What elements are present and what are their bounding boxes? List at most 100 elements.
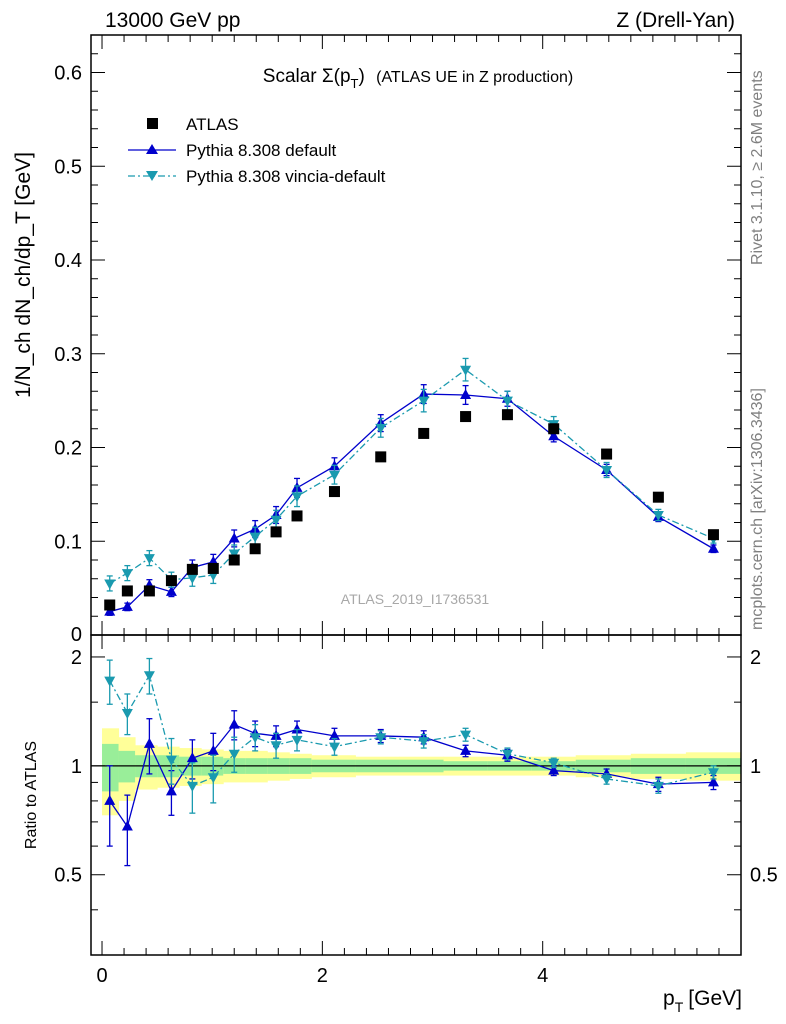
ratio-point-vincia bbox=[707, 768, 719, 779]
point-default bbox=[165, 585, 177, 596]
point-vincia bbox=[418, 396, 430, 407]
ratio-point-default bbox=[104, 794, 116, 805]
point-atlas bbox=[270, 526, 282, 538]
ratio-point-default bbox=[328, 729, 340, 740]
point-vincia bbox=[249, 532, 261, 543]
point-default bbox=[104, 605, 116, 616]
ratio-point-default bbox=[186, 752, 198, 763]
y-tick-label: 0.3 bbox=[54, 344, 82, 366]
ratio-point-vincia bbox=[249, 733, 261, 744]
point-default bbox=[121, 600, 133, 611]
point-default bbox=[228, 532, 240, 543]
point-vincia bbox=[652, 511, 664, 521]
ratio-point-vincia bbox=[501, 749, 513, 760]
point-atlas bbox=[121, 585, 133, 597]
y-tick-label: 0.1 bbox=[54, 531, 82, 553]
point-atlas bbox=[186, 563, 198, 575]
ratio-point-vincia bbox=[143, 671, 155, 682]
point-atlas bbox=[291, 510, 303, 522]
analysis-id: ATLAS_2019_I1736531 bbox=[341, 591, 490, 607]
x-axis-label-unit: [GeV] bbox=[688, 987, 742, 1010]
point-vincia bbox=[291, 492, 303, 503]
ratio-tick-label: 1 bbox=[71, 756, 82, 778]
ratio-point-vincia bbox=[652, 781, 664, 792]
legend-label-atlas: ATLAS bbox=[186, 115, 239, 134]
point-atlas bbox=[165, 575, 177, 587]
point-vincia bbox=[104, 579, 116, 590]
point-default bbox=[460, 389, 472, 399]
ratio-point-vincia bbox=[228, 749, 240, 760]
mcplots-label: mcplots.cern.ch [arXiv:1306.3436] bbox=[749, 388, 766, 630]
point-atlas bbox=[460, 411, 472, 423]
x-tick-label: 4 bbox=[537, 965, 548, 987]
ratio-point-default bbox=[291, 723, 303, 734]
chart-title: Scalar Σ(pT) (ATLAS UE in Z production) bbox=[263, 66, 573, 91]
ratio-point-default bbox=[165, 785, 177, 796]
x-tick-label: 2 bbox=[317, 965, 328, 987]
ratio-axes: 0 2 4 0.5 0.5 1 1 2 2 bbox=[54, 635, 778, 987]
ratio-point-vincia bbox=[460, 730, 472, 741]
ratio-point-vincia bbox=[375, 733, 387, 744]
x-axis-label: pT [GeV] bbox=[663, 987, 742, 1015]
y-tick-label: 0.6 bbox=[54, 63, 82, 85]
ratio-tick-label-right: 1 bbox=[750, 756, 761, 778]
ratio-point-vincia bbox=[328, 742, 340, 753]
chart-title-sub: T bbox=[351, 76, 359, 91]
ratio-point-vincia bbox=[291, 735, 303, 746]
point-atlas bbox=[207, 562, 219, 574]
point-vincia bbox=[460, 365, 472, 376]
ratio-point-vincia bbox=[270, 741, 282, 752]
point-vincia bbox=[328, 470, 340, 481]
ratio-point-vincia bbox=[418, 737, 430, 748]
main-marks bbox=[104, 357, 719, 616]
main-axes: 0.1 0.2 0.3 0.4 0.5 0.6 0 bbox=[54, 34, 742, 646]
point-atlas bbox=[652, 491, 664, 503]
point-atlas bbox=[249, 543, 261, 555]
point-vincia bbox=[270, 515, 282, 526]
ratio-tick-label-right: 0.5 bbox=[750, 865, 778, 887]
ratio-tick-label: 2 bbox=[71, 647, 82, 669]
ratio-panel: 0 2 4 0.5 0.5 1 1 2 2 bbox=[54, 634, 778, 987]
ratio-point-vincia bbox=[121, 708, 133, 719]
ratio-tick-label: 0.5 bbox=[54, 865, 82, 887]
point-atlas bbox=[501, 409, 513, 421]
point-atlas bbox=[328, 486, 340, 498]
series-line-default bbox=[109, 393, 714, 613]
ratio-panel-frame bbox=[90, 634, 742, 956]
ratio-point-default bbox=[121, 820, 133, 831]
point-atlas bbox=[548, 423, 560, 435]
ratio-marks bbox=[91, 657, 742, 867]
energy-label: 13000 GeV pp bbox=[105, 9, 240, 32]
y-tick-label-zero: 0 bbox=[71, 624, 82, 646]
point-vincia bbox=[143, 554, 155, 565]
ratio-point-vincia bbox=[548, 758, 560, 769]
chart-title-close: ) bbox=[359, 66, 365, 87]
x-axis-label-sub: T bbox=[675, 999, 684, 1015]
y-tick-label: 0.4 bbox=[54, 250, 82, 272]
ratio-point-default bbox=[207, 744, 219, 755]
ratio-point-default bbox=[460, 744, 472, 755]
ratio-point-vincia bbox=[165, 755, 177, 766]
point-atlas bbox=[418, 427, 430, 439]
legend-marker-atlas bbox=[147, 118, 158, 129]
ratio-point-vincia bbox=[104, 676, 116, 687]
chart-title-main: Scalar Σ(p bbox=[263, 66, 351, 87]
ratio-point-vincia bbox=[207, 773, 219, 784]
y-tick-label: 0.2 bbox=[54, 438, 82, 460]
x-axis-label-p: p bbox=[663, 987, 675, 1010]
point-vincia bbox=[601, 466, 613, 476]
legend-label-vincia: Pythia 8.308 vincia-default bbox=[186, 167, 386, 186]
point-atlas bbox=[228, 554, 240, 566]
point-vincia bbox=[501, 396, 513, 407]
ratio-point-vincia bbox=[601, 774, 613, 785]
ratio-y-label: Ratio to ATLAS bbox=[23, 741, 40, 849]
point-vincia bbox=[121, 569, 133, 580]
y-tick-label: 0.5 bbox=[54, 156, 82, 178]
y-axis-label-text: 1/N_ch dN_ch/dp_T [GeV] bbox=[12, 152, 35, 398]
point-atlas bbox=[143, 585, 155, 597]
ratio-point-default bbox=[707, 776, 719, 787]
ratio-tick-label-right: 2 bbox=[750, 647, 761, 669]
ratio-point-default bbox=[548, 764, 560, 775]
ratio-point-default bbox=[228, 718, 240, 729]
